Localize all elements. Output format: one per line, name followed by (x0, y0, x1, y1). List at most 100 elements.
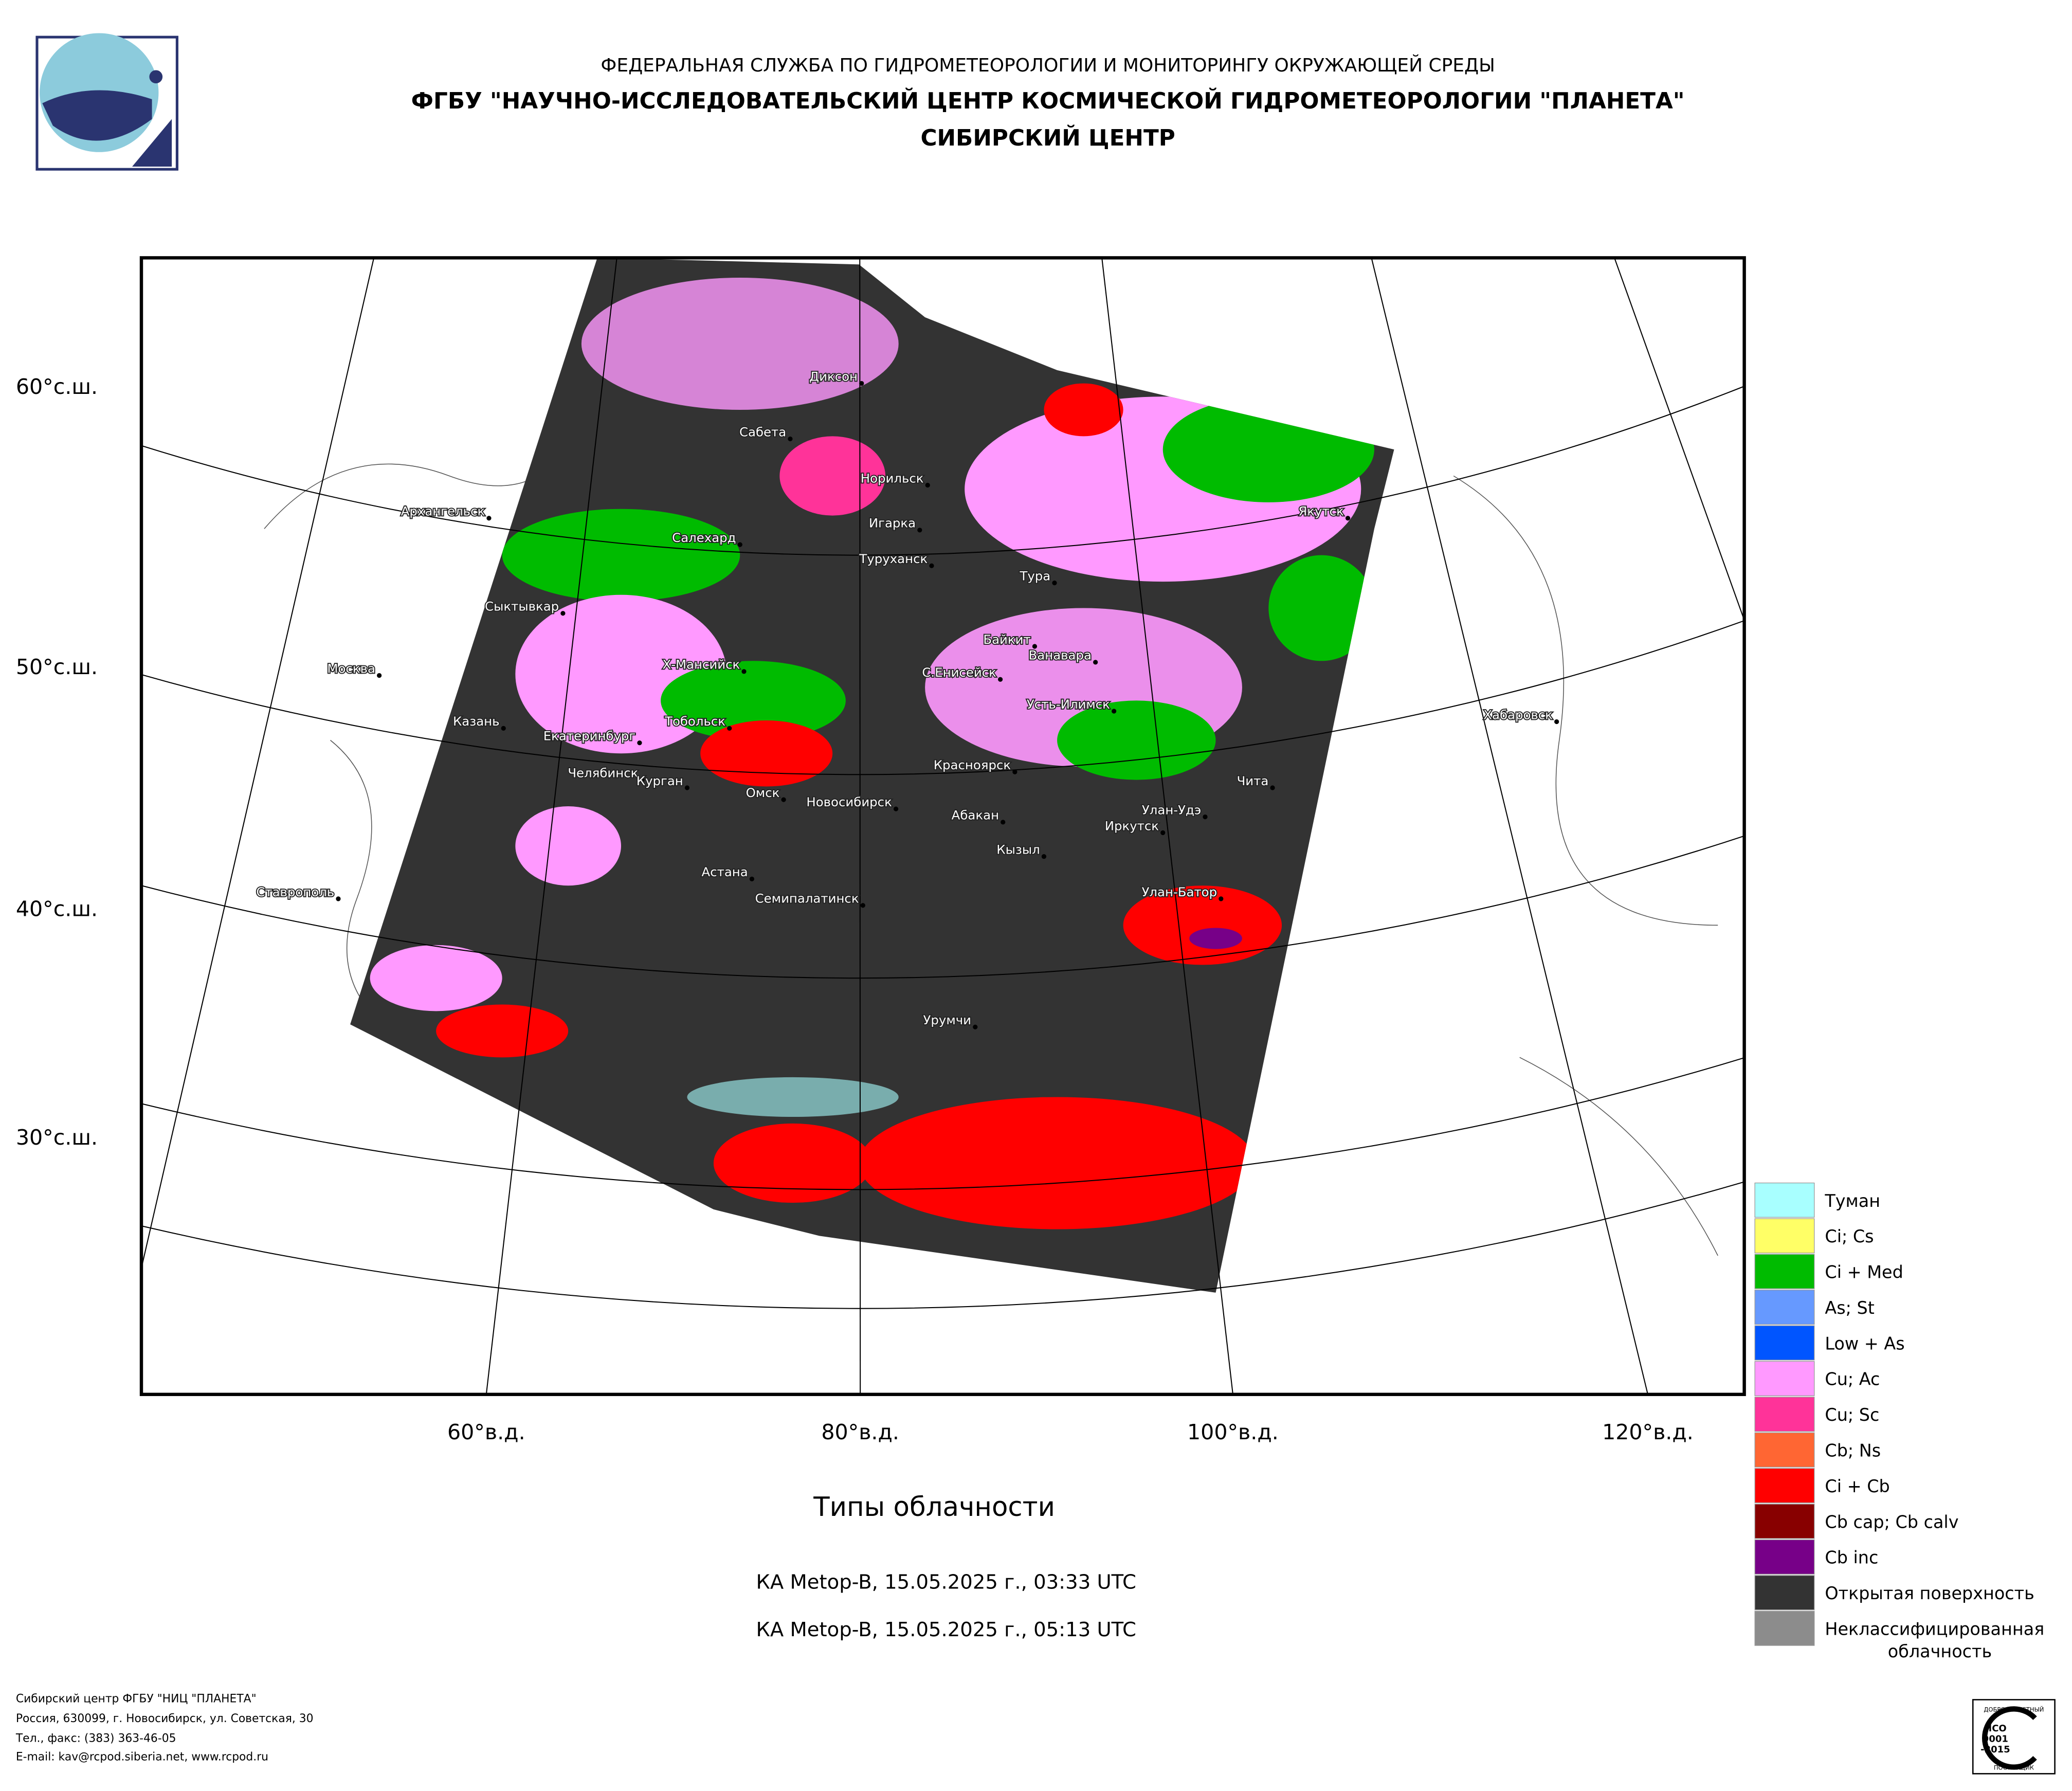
legend-label: Туман (1824, 1191, 1880, 1211)
city-dot (1112, 709, 1117, 714)
city-label: Москва (327, 661, 375, 676)
legend-label: облачность (1888, 1641, 1992, 1661)
legend-label: Ci + Med (1825, 1262, 1903, 1282)
city-label: Урумчи (923, 1012, 972, 1027)
city-label: Екатеринбург (543, 729, 635, 744)
city-dot (737, 542, 742, 547)
city-dot (560, 611, 566, 616)
legend-label: Cb; Ns (1825, 1441, 1881, 1461)
lon-label: 60°в.д. (447, 1420, 525, 1444)
city-dot (336, 896, 341, 901)
city-dot (788, 436, 793, 442)
legend-label: Cu; Sc (1825, 1405, 1879, 1425)
legend-swatch (1754, 1325, 1815, 1361)
city-dot (1041, 854, 1047, 859)
legend-swatch (1754, 1182, 1815, 1218)
legend-label: Ci; Cs (1825, 1226, 1874, 1246)
legend-label: Ci + Cb (1825, 1476, 1889, 1496)
city-dot (1345, 516, 1351, 521)
iso-badge: ДОБРОСОВЕСТНЫЙ ИСО 9001 -2015 ПОСТАВЩИК (1972, 1699, 2056, 1775)
city-dot (859, 381, 864, 386)
legend-swatch (1754, 1290, 1815, 1325)
legend-swatch (1754, 1468, 1815, 1504)
city-label: Красноярск (934, 757, 1011, 772)
city-label: Курган (637, 773, 683, 788)
legend-swatch (1754, 1611, 1815, 1646)
lon-label: 100°в.д. (1187, 1420, 1279, 1444)
city-label: Сабета (739, 424, 786, 439)
map-frame (139, 256, 1746, 1396)
city-dot (640, 777, 645, 783)
legend-swatch (1754, 1539, 1815, 1575)
city-dot (860, 903, 865, 908)
header-line: ФГБУ "НАУЧНО-ИССЛЕДОВАТЕЛЬСКИЙ ЦЕНТР КОС… (411, 87, 1685, 114)
lon-label: 120°в.д. (1602, 1420, 1694, 1444)
city-dot (1032, 644, 1038, 649)
city-label: Улан-Удэ (1142, 802, 1201, 817)
legend-label: Открытая поверхность (1825, 1583, 2034, 1603)
city-label: Байкит (983, 632, 1030, 647)
legend-swatch (1754, 1432, 1815, 1468)
caption: КА Metop-B, 15.05.2025 г., 03:33 UTC (756, 1571, 1136, 1594)
lon-label: 80°в.д. (821, 1420, 899, 1444)
city-label: Норильск (861, 471, 924, 485)
city-dot (1052, 581, 1057, 586)
iso-text: ПОСТАВЩИК (1994, 1764, 2034, 1771)
legend-label: Cb cap; Cb calv (1825, 1512, 1958, 1532)
footer-line: E-mail: kav@rcpod.siberia.net, www.rcpod… (16, 1751, 268, 1764)
city-dot (1001, 820, 1006, 825)
city-label: Челябинск (568, 765, 638, 780)
map: Диксон Сабета Норильск Игарка Салехард Туруха… (141, 258, 1744, 1395)
header-line: СИБИРСКИЙ ЦЕНТР (920, 124, 1175, 151)
chart-title: Типы облачности (813, 1492, 1055, 1523)
city-dot (1219, 896, 1224, 901)
city-dot (741, 669, 747, 674)
city-dot (973, 1024, 978, 1029)
city-label: Усть-Илимск (1027, 697, 1110, 712)
city-dot (727, 726, 732, 731)
city-label: Семипалатинск (755, 891, 859, 906)
city-dot (1093, 660, 1098, 665)
lat-label: 40°с.ш. (16, 896, 98, 921)
city-label: Хабаровск (1483, 707, 1553, 722)
legend-swatch (1754, 1254, 1815, 1289)
legend-label: Неклассифицированная (1825, 1619, 2044, 1639)
city-dot (637, 740, 642, 746)
logo (35, 33, 178, 171)
city-dot (929, 563, 934, 568)
city-label: Якутск (1298, 504, 1344, 519)
city-dot (377, 673, 382, 678)
city-label: Х-Мансийск (662, 657, 740, 672)
legend-label: Cb inc (1825, 1548, 1878, 1568)
city-label: Сыктывкар (485, 599, 559, 614)
city-label: Иркутск (1105, 818, 1159, 833)
city-label: Чита (1237, 773, 1269, 788)
city-dot (1554, 719, 1559, 725)
city-label: Тура (1019, 569, 1050, 584)
city-dot (1012, 769, 1017, 774)
city-label: Диксон (809, 369, 858, 384)
city-dot (1203, 814, 1208, 820)
legend-label: Cu; Ac (1825, 1369, 1880, 1389)
city-label: Кызыл (996, 842, 1040, 857)
city-dot (997, 677, 1003, 682)
footer-line: Сибирский центр ФГБУ "НИЦ "ПЛАНЕТА" (16, 1693, 257, 1706)
city-label: Ванавара (1029, 648, 1092, 663)
city-label: Тобольск (664, 714, 725, 729)
legend-swatch (1754, 1575, 1815, 1611)
city-label: С.Енисейск (922, 665, 996, 680)
legend-swatch (1754, 1218, 1815, 1254)
iso-text: -2015 (1980, 1744, 2010, 1755)
city-dot (925, 482, 930, 488)
footer-line: Россия, 630099, г. Новосибирск, ул. Сове… (16, 1712, 314, 1725)
city-label: Казань (453, 714, 500, 729)
lat-label: 60°с.ш. (16, 374, 98, 399)
legend-label: As; St (1825, 1298, 1874, 1318)
lat-label: 30°с.ш. (16, 1125, 98, 1150)
city-label: Новосибирск (806, 794, 892, 809)
city-dot (501, 726, 506, 731)
footer-line: Тел., факс: (383) 363-46-05 (15, 1732, 176, 1745)
city-label: Омск (746, 785, 780, 800)
city-dot (749, 876, 755, 881)
